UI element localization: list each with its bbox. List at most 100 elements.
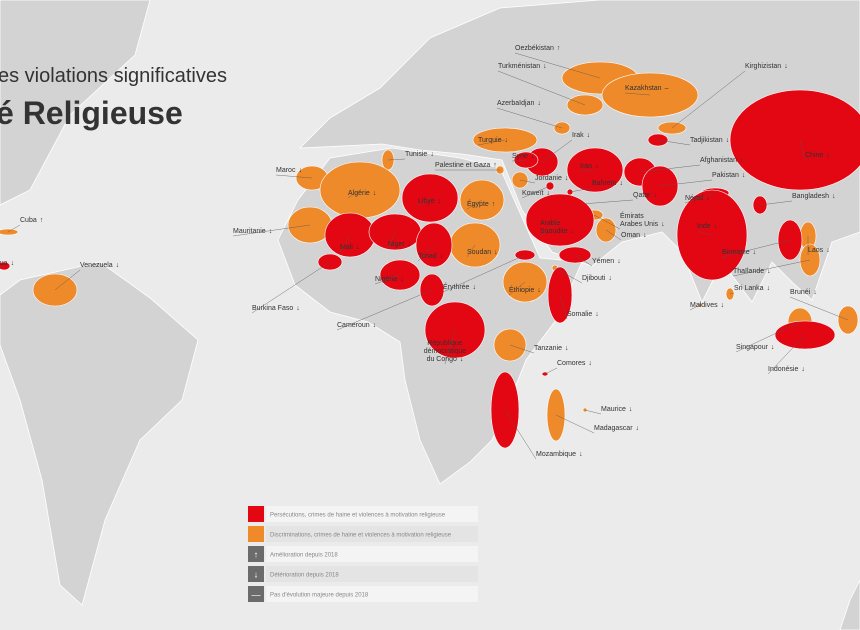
- country-name: Bahreïn: [592, 180, 617, 187]
- country-name: Éthiopie: [509, 285, 534, 294]
- leader-line: [466, 244, 476, 258]
- country-name: Arabie: [540, 220, 560, 227]
- country-name: Libye: [418, 198, 435, 205]
- country-name: Oezbékistan: [515, 45, 554, 52]
- country-label: Mozambique ↓: [536, 451, 583, 458]
- trend-arrow: ↓: [629, 406, 633, 413]
- legend-label: Détérioration depuis 2018: [270, 573, 339, 579]
- country-label: Libye ↓: [418, 198, 441, 205]
- leader-line: [605, 229, 622, 241]
- country-name: Indonésie: [768, 366, 798, 373]
- country-name: Birmanie: [722, 249, 750, 256]
- trend-arrow: ↓: [543, 63, 547, 70]
- country-label: Iran ↓: [580, 163, 599, 170]
- country-label: Kazakhstan –: [625, 85, 669, 92]
- trend-arrow: ↓: [430, 151, 434, 158]
- country-name: Pakistan: [712, 172, 739, 179]
- country-label: Tunisie ↓: [405, 151, 434, 158]
- country-label: Venezuela ↓: [80, 262, 119, 269]
- legend: Persécutions, crimes de haine et violenc…: [248, 506, 478, 602]
- country-name: démocratique: [424, 348, 467, 355]
- trend-arrow: ↓: [460, 356, 464, 363]
- country-label: Niger ↓: [388, 241, 411, 248]
- trend-arrow: ↓: [714, 223, 718, 230]
- australia: [839, 579, 860, 630]
- leader-line: [444, 329, 456, 365]
- country-shape: [0, 228, 19, 236]
- country-label: République démocratique du Congo ↓: [424, 340, 467, 363]
- trend-arrow: ↓: [565, 345, 569, 352]
- trend-arrow: ↓: [438, 198, 442, 205]
- trend-arrow: ↓: [608, 275, 612, 282]
- trend-arrow: ↓: [116, 262, 120, 269]
- country-name: Maroc: [276, 167, 296, 174]
- leader-line: [696, 230, 713, 236]
- country-label: Maroc ↓: [276, 167, 302, 174]
- trend-arrow: ↓: [531, 153, 535, 160]
- trend-arrow: ↓: [643, 232, 647, 239]
- country-label: Thaïlande ↓: [733, 268, 771, 275]
- country-name: Turquie: [478, 137, 502, 144]
- country-name: Tunisie: [405, 151, 427, 158]
- trend-arrow: ↓: [408, 241, 412, 248]
- country-name: Cuba: [20, 217, 37, 224]
- country-name: Madagascar: [594, 425, 633, 432]
- country-name: Oman: [621, 232, 640, 239]
- country-label: Mali ↓: [340, 244, 359, 251]
- trend-arrow: ↓: [571, 228, 575, 235]
- country-shape: [729, 89, 860, 191]
- leader-line: [417, 197, 431, 207]
- trend-arrow: ↑: [492, 201, 496, 208]
- country-name: Niger: [388, 241, 405, 248]
- trend-arrow: ↓: [706, 195, 710, 202]
- country-name: Kirghizistan: [745, 63, 781, 70]
- leader-line: [732, 259, 811, 277]
- country-label: Afghanistan ↓: [700, 157, 743, 164]
- trend-arrow: ↓: [826, 247, 830, 254]
- leader-line: [574, 254, 593, 267]
- legend-swatch: [248, 506, 264, 522]
- leader-line: [442, 254, 526, 293]
- leader-line: [559, 294, 568, 320]
- country-labels: Oezbékistan ↑ Turkménistan ↓ Kirghizistan ↓ Ka…: [0, 45, 849, 460]
- leader-line: [541, 139, 573, 163]
- country-name: Cameroun: [337, 322, 370, 329]
- leader-line: [555, 414, 595, 434]
- country-label: Turquie ↓: [478, 137, 508, 144]
- country-name: Mozambique: [536, 451, 576, 458]
- legend-symbol: ↑: [254, 550, 259, 560]
- country-label: Soudan ↓: [467, 249, 498, 256]
- country-label: Birmanie ↓: [722, 249, 756, 256]
- leader-line: [539, 219, 561, 237]
- leader-line: [521, 185, 551, 199]
- leader-line: [579, 169, 596, 172]
- leader-line: [659, 179, 713, 187]
- trend-arrow: ↓: [771, 344, 775, 351]
- legend-label: Amélioration depuis 2018: [270, 553, 338, 559]
- leader-line: [544, 367, 558, 375]
- trend-arrow: ↓: [813, 289, 817, 296]
- country-label: Nigéria ↓: [375, 276, 404, 283]
- country-label: Maurice ↓: [601, 406, 632, 413]
- country-label: Pakistan ↓: [712, 172, 745, 179]
- trend-arrow: ↓: [373, 322, 377, 329]
- legend-label: Persécutions, crimes de haine et violenc…: [270, 513, 446, 519]
- legend-box: [266, 506, 478, 522]
- country-name: Népal: [685, 195, 704, 202]
- leader-line: [721, 239, 791, 258]
- leader-line: [387, 158, 406, 161]
- leader-line: [671, 70, 746, 129]
- legend-swatch: [248, 526, 264, 542]
- leader-line: [54, 269, 81, 291]
- country-label: Turkménistan ↓: [498, 63, 547, 70]
- trend-arrow: ↓: [595, 311, 599, 318]
- country-name: Qatar: [633, 192, 651, 199]
- trend-arrow: ↓: [546, 190, 550, 197]
- country-name: Soudan: [467, 249, 491, 256]
- country-label: Népal ↓: [685, 195, 710, 202]
- country-name: Maurice: [601, 406, 626, 413]
- north-america: [0, 0, 151, 206]
- leader-line: [496, 107, 563, 129]
- country-label: Azerbaïdjan ↓: [497, 100, 541, 107]
- country-name: Érythrée: [443, 282, 470, 291]
